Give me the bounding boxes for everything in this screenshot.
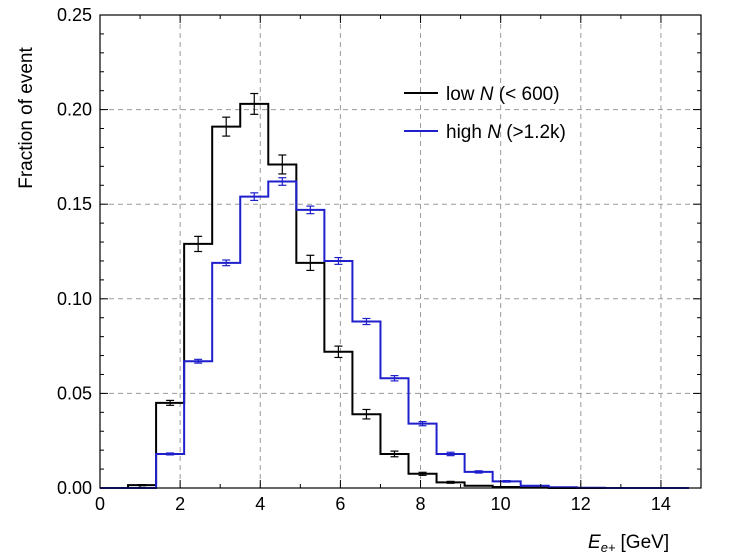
x-tick-label: 14 (651, 494, 671, 514)
series-1-error-bar (194, 235, 203, 253)
y-tick-label: 0.05 (57, 383, 92, 403)
series-1-error-bar (222, 116, 231, 137)
axis-ticks: 0 2 4 6 8 10 12 14 0.00 0.05 0.10 0.15 0.20 0.25 (57, 5, 701, 514)
series-2-error-bar (446, 451, 455, 457)
plot-frame (99, 14, 702, 489)
series-2-error-bar (418, 420, 427, 427)
series-2-error-bar (194, 358, 203, 364)
y-axis-label: Fraction of event (16, 47, 37, 189)
series-2-error-bar (222, 259, 231, 267)
series-1-error-bar (334, 345, 343, 359)
x-tick-label: 8 (416, 494, 426, 514)
series-1-error-bar (278, 154, 287, 175)
legend-label-2: high N (>1.2k) (446, 122, 566, 143)
y-tick-label: 0.15 (57, 194, 92, 214)
series-1-error-bar (166, 399, 175, 406)
series-2-error-bar (278, 177, 287, 186)
x-tick-label: 0 (95, 494, 105, 514)
x-tick-label: 6 (335, 494, 345, 514)
y-tick-label: 0.10 (57, 289, 92, 309)
series-1-error-bar (138, 483, 147, 487)
series-1-error-bar (362, 408, 371, 420)
y-tick-label: 0.25 (57, 5, 92, 25)
series-1-error-bar (306, 254, 315, 272)
legend-label-1: low N (< 600) (446, 84, 560, 105)
series-2-error-bar (166, 452, 175, 456)
series-2-error-bar (474, 470, 483, 474)
x-tick-label: 4 (255, 494, 265, 514)
series-2-error-bar (502, 480, 511, 483)
grid (100, 15, 701, 488)
series-1-error-bar (250, 92, 259, 115)
x-axis-label-main: E (588, 532, 601, 553)
series-2-error-bar (306, 205, 315, 215)
legend: low N (< 600) high N (>1.2k) (404, 84, 566, 143)
series-2-error-bar (390, 375, 399, 382)
y-tick-label: 0.00 (57, 478, 92, 498)
x-axis-label-unit: [GeV] (621, 532, 670, 553)
x-tick-label: 12 (571, 494, 591, 514)
series-2-error-bar (250, 192, 259, 202)
x-axis-label-sub: e+ (601, 540, 616, 555)
series-1-error-bar (418, 471, 427, 476)
x-tick-label: 2 (175, 494, 185, 514)
x-axis-label: Ee+ [GeV] (588, 532, 669, 555)
series-1-error-bar (446, 480, 455, 484)
x-tick-label: 10 (491, 494, 511, 514)
series-2-error-bar (362, 317, 371, 326)
series-2-error-bar (334, 256, 343, 265)
series-2-step-line (100, 180, 689, 489)
y-tick-label: 0.20 (57, 100, 92, 120)
series-1-error-bar (390, 450, 399, 458)
